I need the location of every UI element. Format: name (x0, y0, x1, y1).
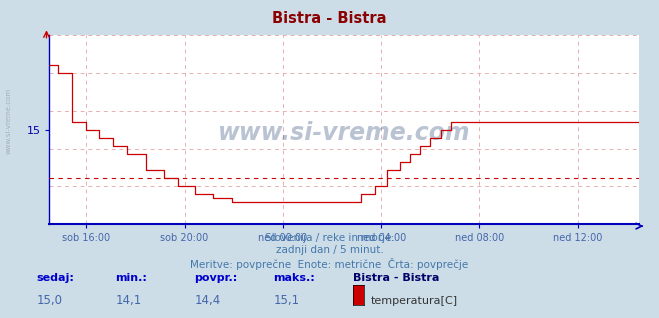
Text: min.:: min.: (115, 273, 147, 283)
Text: povpr.:: povpr.: (194, 273, 238, 283)
Text: Bistra - Bistra: Bistra - Bistra (272, 11, 387, 26)
Text: www.si-vreme.com: www.si-vreme.com (218, 121, 471, 145)
Text: maks.:: maks.: (273, 273, 315, 283)
Text: temperatura[C]: temperatura[C] (370, 296, 457, 306)
Text: Slovenija / reke in morje.: Slovenija / reke in morje. (264, 233, 395, 243)
Text: 15,0: 15,0 (36, 294, 62, 307)
Text: 14,1: 14,1 (115, 294, 142, 307)
Text: Bistra - Bistra: Bistra - Bistra (353, 273, 439, 283)
Text: Meritve: povprečne  Enote: metrične  Črta: povprečje: Meritve: povprečne Enote: metrične Črta:… (190, 258, 469, 270)
Text: www.si-vreme.com: www.si-vreme.com (5, 88, 12, 154)
Text: 14,4: 14,4 (194, 294, 221, 307)
Text: zadnji dan / 5 minut.: zadnji dan / 5 minut. (275, 245, 384, 255)
Text: sedaj:: sedaj: (36, 273, 74, 283)
Text: 15,1: 15,1 (273, 294, 300, 307)
